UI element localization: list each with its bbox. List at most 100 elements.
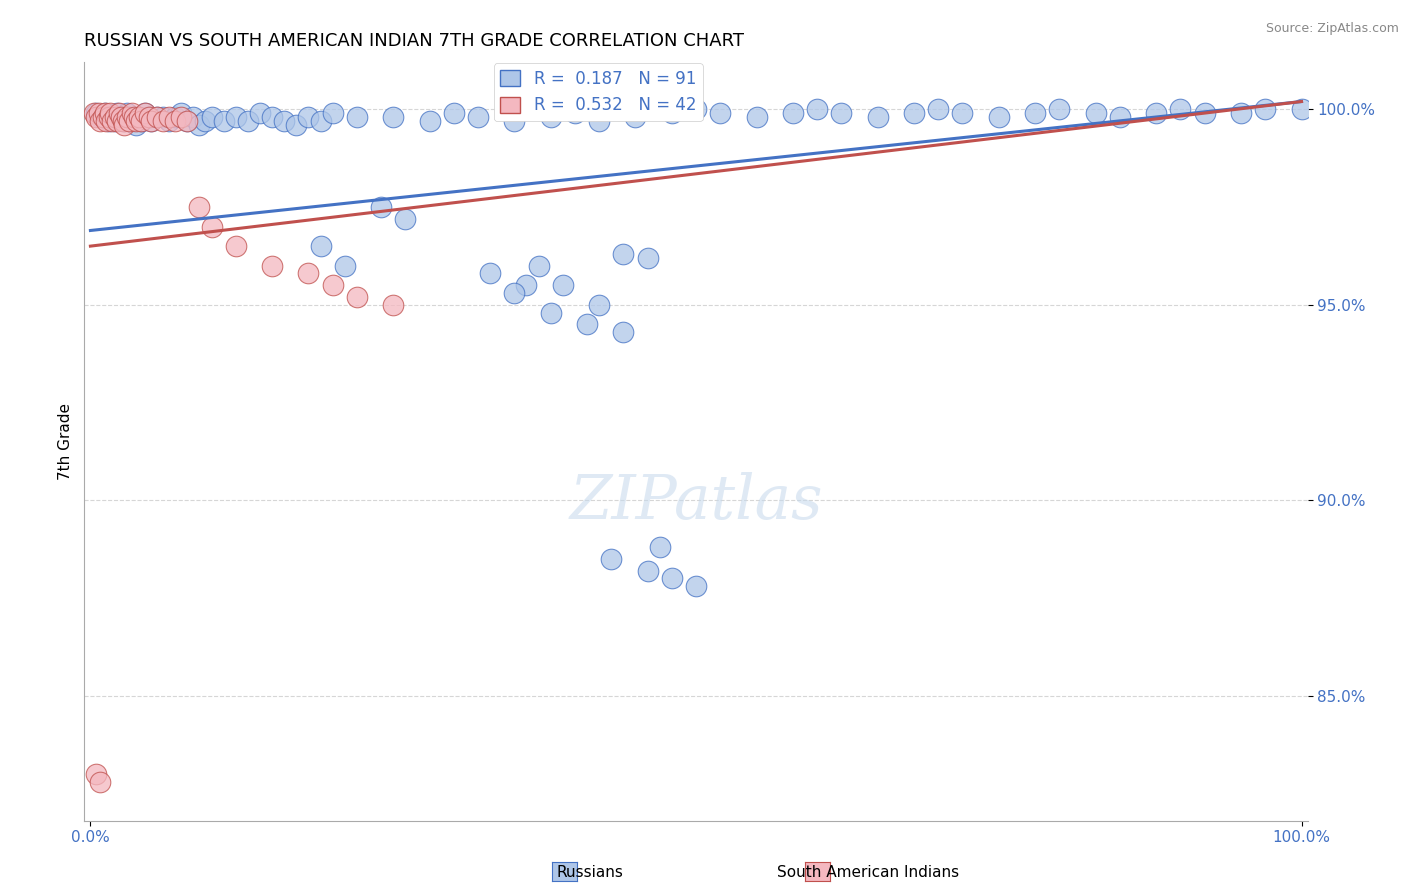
Point [121,106,143,120]
Point [648,540,671,554]
Point [806,103,828,117]
Point [165,114,187,128]
Point [236,114,259,128]
Point [1108,110,1130,124]
Point [418,114,440,128]
Point [612,247,634,261]
Point [370,200,392,214]
Point [212,114,235,128]
Point [134,106,156,120]
Point [101,110,124,124]
Point [146,110,169,124]
Point [382,298,405,312]
Point [122,110,145,124]
Point [152,114,174,128]
Point [1144,106,1167,120]
Point [1254,103,1277,117]
Point [661,571,683,585]
Point [94,106,117,120]
Point [346,110,368,124]
Point [170,110,193,124]
Point [110,110,132,124]
Point [624,110,647,124]
Point [87,106,110,120]
Point [110,110,132,124]
Point [394,211,416,226]
Point [540,305,562,319]
Point [139,114,162,128]
Point [86,110,108,124]
Point [97,114,120,128]
Point [176,114,198,128]
Point [83,106,105,120]
Point [194,114,217,128]
Point [134,106,156,120]
Point [138,110,160,124]
Point [685,103,707,117]
Point [86,766,108,780]
Point [152,110,174,124]
Point [183,110,205,124]
Point [709,106,731,120]
Point [128,110,150,124]
Point [125,118,148,132]
Point [1291,103,1313,117]
Point [540,110,562,124]
Point [322,278,344,293]
Point [600,551,623,566]
Point [118,110,141,124]
Point [830,106,852,120]
Point [297,267,319,281]
Point [503,286,526,301]
Point [262,110,284,124]
Point [105,106,128,120]
Point [1230,106,1253,120]
Point [527,259,550,273]
Text: South American Indians: South American Indians [778,865,959,880]
Text: Russians: Russians [557,865,623,880]
Point [637,251,659,265]
Point [170,106,193,120]
Point [262,259,284,273]
Point [309,239,332,253]
Point [91,110,114,124]
Point [98,106,121,120]
Point [115,110,138,124]
Point [503,114,526,128]
Point [443,106,465,120]
Y-axis label: 7th Grade: 7th Grade [58,403,73,480]
Point [225,239,247,253]
Point [125,114,148,128]
Point [588,114,610,128]
Point [97,110,120,124]
Point [108,106,131,120]
Point [745,110,768,124]
Point [866,110,889,124]
Point [249,106,271,120]
Point [1047,103,1070,117]
Point [112,118,135,132]
Point [188,118,211,132]
Point [309,114,332,128]
Point [515,278,537,293]
Point [1170,103,1192,117]
Point [1194,106,1216,120]
Text: Source: ZipAtlas.com: Source: ZipAtlas.com [1265,22,1399,36]
Point [112,114,135,128]
Text: RUSSIAN VS SOUTH AMERICAN INDIAN 7TH GRADE CORRELATION CHART: RUSSIAN VS SOUTH AMERICAN INDIAN 7TH GRA… [84,32,744,50]
Point [105,114,128,128]
Point [200,219,222,234]
Point [903,106,925,120]
Point [104,114,127,128]
Point [139,114,162,128]
Point [101,114,124,128]
Point [129,114,152,128]
Point [927,103,949,117]
Point [157,110,180,124]
Point [96,114,118,128]
Point [661,106,683,120]
Point [176,114,198,128]
Text: ZIPatlas: ZIPatlas [569,472,823,533]
Point [685,579,707,593]
Point [1084,106,1107,120]
